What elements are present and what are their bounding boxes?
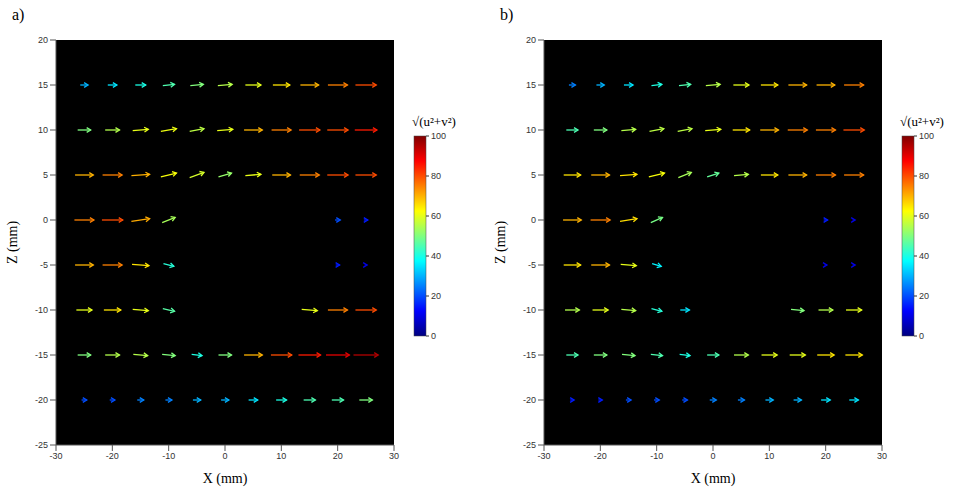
svg-text:0: 0 — [222, 451, 227, 461]
svg-text:-20: -20 — [106, 451, 119, 461]
svg-text:X (mm): X (mm) — [691, 471, 736, 487]
svg-text:-25: -25 — [523, 440, 536, 450]
svg-text:5: 5 — [531, 170, 536, 180]
svg-text:20: 20 — [526, 35, 536, 45]
svg-text:80: 80 — [431, 171, 441, 181]
svg-text:-10: -10 — [162, 451, 175, 461]
svg-text:-10: -10 — [35, 305, 48, 315]
svg-text:0: 0 — [531, 215, 536, 225]
svg-text:20: 20 — [38, 35, 48, 45]
svg-text:0: 0 — [710, 451, 715, 461]
svg-text:60: 60 — [431, 211, 441, 221]
svg-text:X (mm): X (mm) — [203, 471, 248, 487]
svg-text:-25: -25 — [35, 440, 48, 450]
svg-text:15: 15 — [38, 80, 48, 90]
svg-text:10: 10 — [38, 125, 48, 135]
svg-text:-10: -10 — [650, 451, 663, 461]
svg-text:Z (mm): Z (mm) — [5, 221, 21, 264]
svg-text:-20: -20 — [523, 395, 536, 405]
svg-text:-5: -5 — [40, 260, 48, 270]
svg-text:-30: -30 — [49, 451, 62, 461]
svg-text:40: 40 — [919, 251, 929, 261]
svg-text:0: 0 — [43, 215, 48, 225]
svg-text:15: 15 — [526, 80, 536, 90]
svg-text:√(u²+v²): √(u²+v²) — [412, 114, 456, 129]
svg-text:-15: -15 — [35, 350, 48, 360]
svg-text:20: 20 — [333, 451, 343, 461]
svg-text:10: 10 — [764, 451, 774, 461]
svg-text:60: 60 — [919, 211, 929, 221]
svg-text:100: 100 — [431, 131, 446, 141]
svg-text:√(u²+v²): √(u²+v²) — [900, 114, 944, 129]
svg-text:10: 10 — [526, 125, 536, 135]
svg-text:-5: -5 — [528, 260, 536, 270]
svg-text:-15: -15 — [523, 350, 536, 360]
svg-text:20: 20 — [821, 451, 831, 461]
svg-text:30: 30 — [389, 451, 399, 461]
svg-text:10: 10 — [276, 451, 286, 461]
svg-text:40: 40 — [431, 251, 441, 261]
svg-text:0: 0 — [919, 331, 924, 341]
svg-text:20: 20 — [919, 291, 929, 301]
svg-text:0: 0 — [431, 331, 436, 341]
svg-text:-30: -30 — [537, 451, 550, 461]
svg-text:Z (mm): Z (mm) — [493, 221, 509, 264]
svg-text:-20: -20 — [35, 395, 48, 405]
svg-text:100: 100 — [919, 131, 934, 141]
svg-text:5: 5 — [43, 170, 48, 180]
html-text:b): b) — [500, 6, 514, 23]
svg-text:-20: -20 — [594, 451, 607, 461]
html-text:a): a) — [12, 6, 25, 23]
svg-text:-10: -10 — [523, 305, 536, 315]
svg-text:30: 30 — [877, 451, 887, 461]
svg-text:20: 20 — [431, 291, 441, 301]
svg-text:80: 80 — [919, 171, 929, 181]
